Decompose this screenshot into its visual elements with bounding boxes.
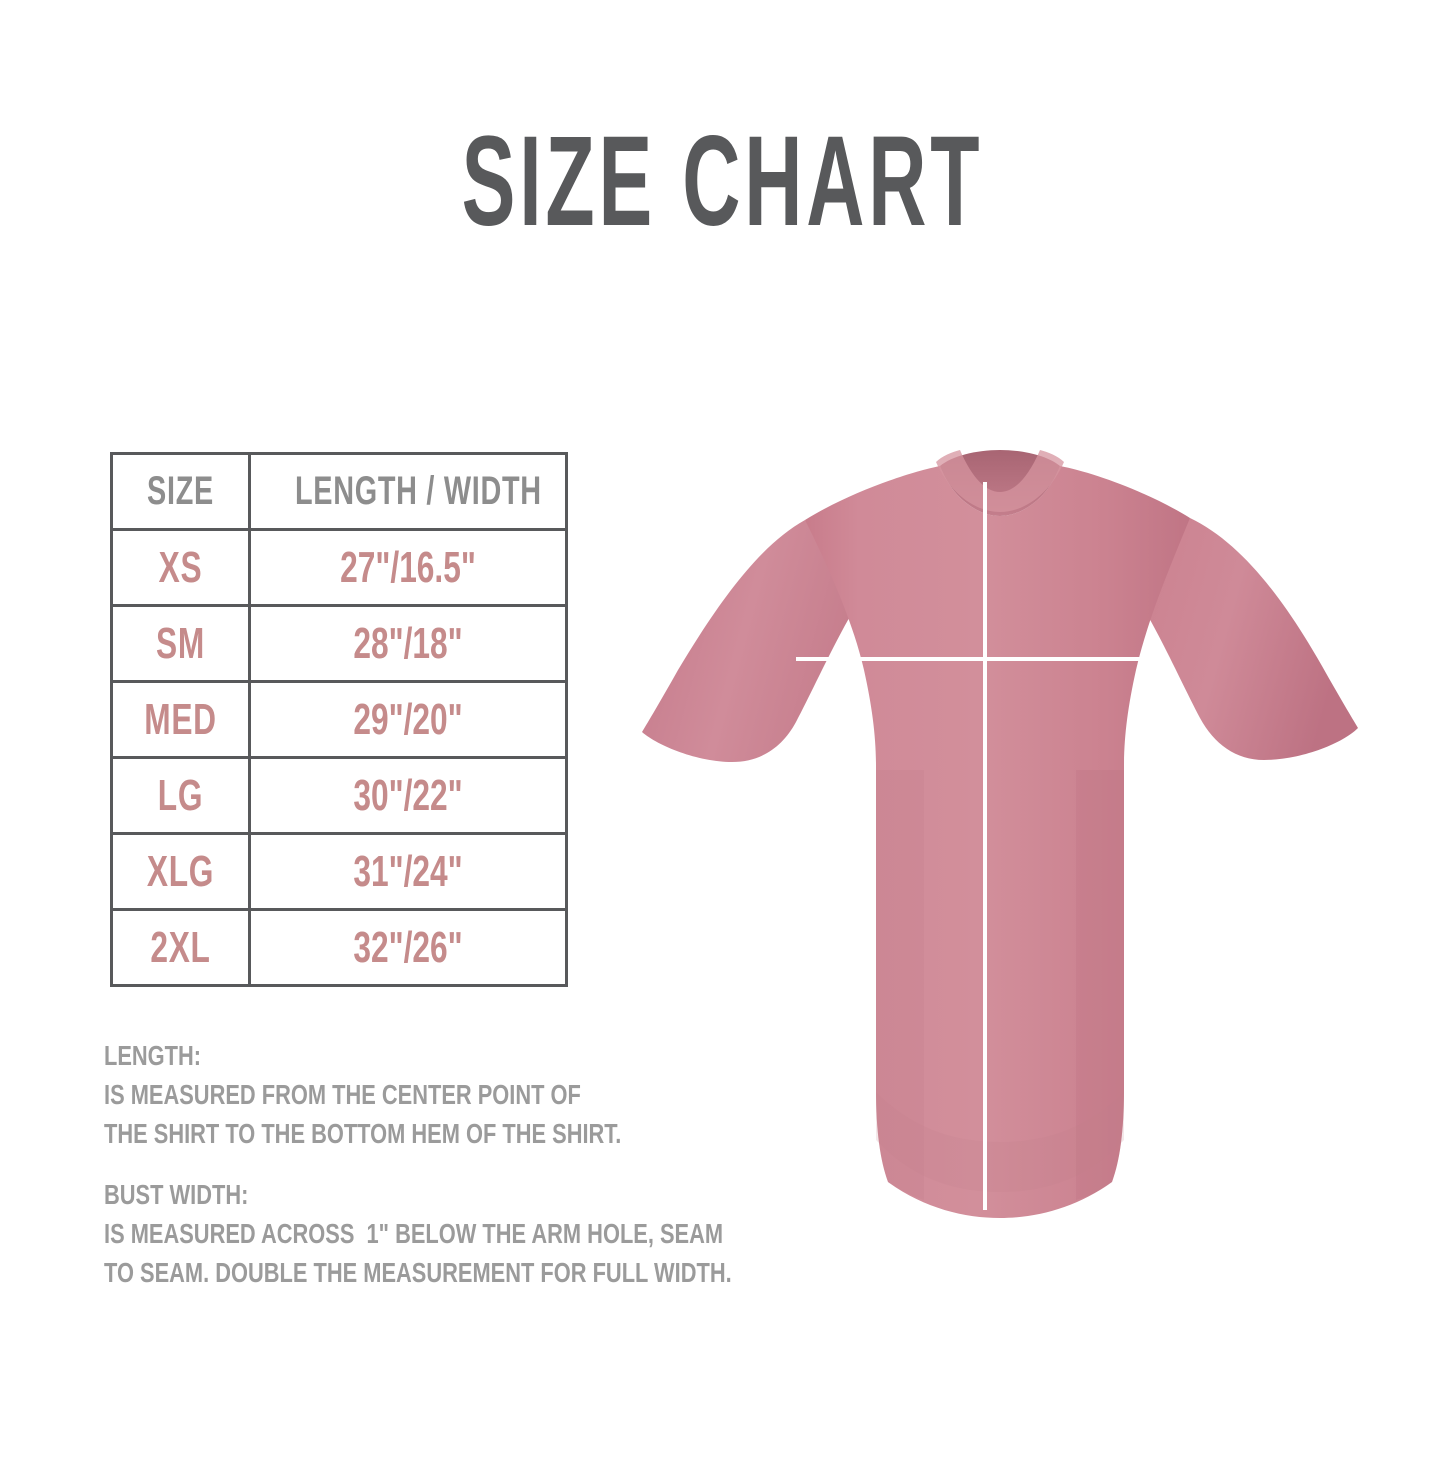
table-header-row: SIZE LENGTH / WIDTH xyxy=(110,452,568,531)
note-length-heading: LENGTH: xyxy=(104,1040,202,1071)
cell-size-label: 2XL xyxy=(150,922,211,972)
tshirt-illustration: WIDTH LENGTH xyxy=(600,370,1400,1240)
cell-measurement-label: 28"/18" xyxy=(353,618,463,668)
column-header-size: SIZE xyxy=(110,452,251,531)
column-header-measurement-label: LENGTH / WIDTH xyxy=(294,469,542,513)
cell-measurement-label: 29"/20" xyxy=(353,694,463,744)
cell-size-label: MED xyxy=(144,694,217,744)
table-row: SM 28"/18" xyxy=(110,604,568,683)
note-bust-width-line-1: IS MEASURED ACROSS 1" BELOW THE ARM HOLE… xyxy=(104,1218,724,1249)
cell-size: 2XL xyxy=(110,908,251,987)
table-row: MED 29"/20" xyxy=(110,680,568,759)
table-row: LG 30"/22" xyxy=(110,756,568,835)
cell-size-label: SM xyxy=(156,618,205,668)
shirt-collar-rib xyxy=(936,450,1064,512)
shirt-left-shade xyxy=(876,770,924,1200)
cell-size: XLG xyxy=(110,832,251,911)
cell-measurement: 30"/22" xyxy=(248,756,568,835)
note-bust-width-line-2: TO SEAM. DOUBLE THE MEASUREMENT FOR FULL… xyxy=(104,1257,732,1288)
shirt-right-shade xyxy=(1076,770,1124,1200)
column-header-measurement: LENGTH / WIDTH xyxy=(248,452,568,531)
shirt-body xyxy=(805,466,1190,1218)
measurement-notes: LENGTH: IS MEASURED FROM THE CENTER POIN… xyxy=(104,1036,744,1314)
cell-size: LG xyxy=(110,756,251,835)
cell-measurement-label: 27"/16.5" xyxy=(340,542,476,592)
size-chart-table: SIZE LENGTH / WIDTH XS 27"/16.5" SM 28"/… xyxy=(110,452,568,987)
cell-size-label: XS xyxy=(158,542,203,592)
note-bust-width-heading: BUST WIDTH: xyxy=(104,1179,249,1210)
note-bust-width: BUST WIDTH: IS MEASURED ACROSS 1" BELOW … xyxy=(104,1175,744,1292)
shirt-right-sleeve xyxy=(1134,518,1358,760)
cell-size: MED xyxy=(110,680,251,759)
note-length: LENGTH: IS MEASURED FROM THE CENTER POIN… xyxy=(104,1036,744,1153)
shirt-left-sleeve xyxy=(642,520,862,762)
cell-measurement: 31"/24" xyxy=(248,832,568,911)
cell-size: SM xyxy=(110,604,251,683)
column-header-size-label: SIZE xyxy=(147,469,214,513)
cell-measurement: 27"/16.5" xyxy=(248,528,568,607)
shirt-hem-shade xyxy=(876,1092,1124,1192)
cell-measurement-label: 32"/26" xyxy=(353,922,463,972)
cell-size-label: XLG xyxy=(146,846,215,896)
cell-measurement: 32"/26" xyxy=(248,908,568,987)
cell-measurement-label: 31"/24" xyxy=(353,846,463,896)
table-row: 2XL 32"/26" xyxy=(110,908,568,987)
cell-measurement-label: 30"/22" xyxy=(353,770,463,820)
cell-measurement: 29"/20" xyxy=(248,680,568,759)
table-row: XLG 31"/24" xyxy=(110,832,568,911)
cell-size: XS xyxy=(110,528,251,607)
note-length-line-1: IS MEASURED FROM THE CENTER POINT OF xyxy=(104,1079,581,1110)
note-length-line-2: THE SHIRT TO THE BOTTOM HEM OF THE SHIRT… xyxy=(104,1118,622,1149)
cell-size-label: LG xyxy=(157,770,204,820)
page-title: SIZE CHART xyxy=(461,110,984,253)
table-row: XS 27"/16.5" xyxy=(110,528,568,607)
cell-measurement: 28"/18" xyxy=(248,604,568,683)
